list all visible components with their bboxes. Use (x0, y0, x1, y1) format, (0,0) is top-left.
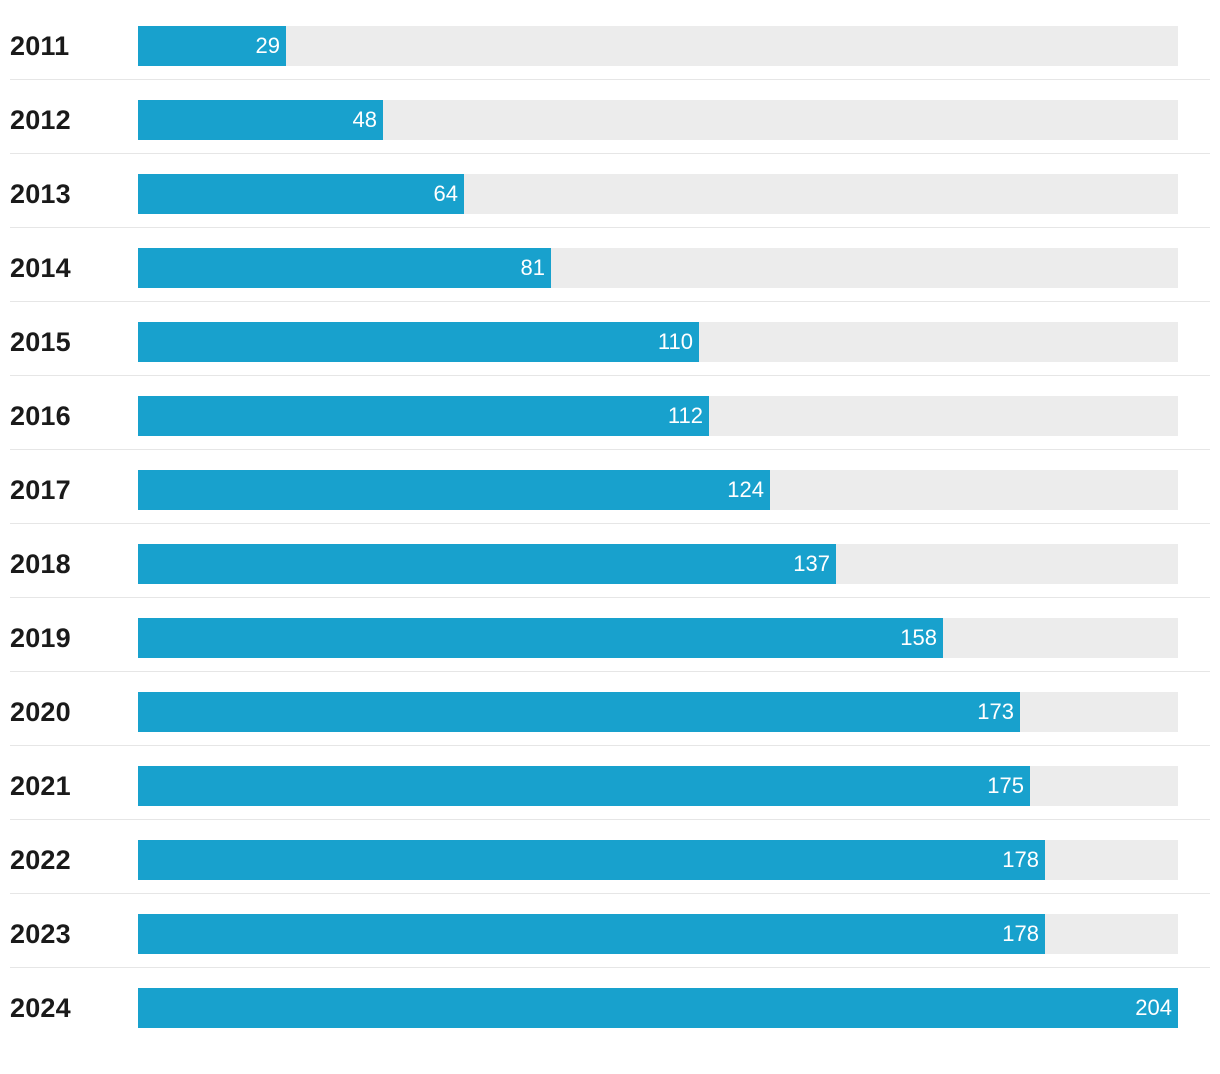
row-divider (10, 671, 1210, 672)
bar: 64 (138, 174, 464, 214)
value-label: 112 (667, 403, 703, 428)
bar: 175 (138, 766, 1030, 806)
value-label: 29 (255, 33, 280, 58)
value-label: 175 (987, 773, 1024, 798)
category-label: 2018 (10, 549, 71, 579)
bar-row: 2013 64 (10, 154, 1210, 228)
value-label: 178 (1002, 847, 1039, 872)
row-divider (10, 819, 1210, 820)
value-label: 48 (352, 107, 377, 132)
bar-row: 2024 204 (10, 968, 1210, 1042)
bar-track: 110 (138, 322, 1178, 362)
category-label: 2020 (10, 697, 71, 727)
bar-track: 137 (138, 544, 1178, 584)
bar-row: 2011 29 (10, 6, 1210, 80)
category-label: 2011 (10, 31, 70, 61)
bar-track: 175 (138, 766, 1178, 806)
bar: 178 (138, 914, 1045, 954)
row-divider (10, 523, 1210, 524)
value-label: 137 (793, 551, 830, 576)
bar: 178 (138, 840, 1045, 880)
row-divider (10, 375, 1210, 376)
bar-track: 178 (138, 840, 1178, 880)
bar: 48 (138, 100, 383, 140)
category-label: 2017 (10, 475, 71, 505)
bar-track: 29 (138, 26, 1178, 66)
bar: 124 (138, 470, 770, 510)
row-divider (10, 967, 1210, 968)
bar-row: 2014 81 (10, 228, 1210, 302)
category-label: 2021 (10, 771, 71, 801)
value-label: 178 (1002, 921, 1039, 946)
bar-track: 158 (138, 618, 1178, 658)
row-divider (10, 301, 1210, 302)
row-divider (10, 745, 1210, 746)
value-label: 110 (657, 329, 693, 354)
bar: 112 (138, 396, 709, 436)
bar-track: 48 (138, 100, 1178, 140)
bar-row: 2018 137 (10, 524, 1210, 598)
bar-track: 178 (138, 914, 1178, 954)
bar: 29 (138, 26, 286, 66)
bar: 173 (138, 692, 1020, 732)
value-label: 158 (900, 625, 937, 650)
category-label: 2022 (10, 845, 71, 875)
bar: 81 (138, 248, 551, 288)
bar-track: 81 (138, 248, 1178, 288)
row-divider (10, 79, 1210, 80)
bar: 158 (138, 618, 943, 658)
bar-track: 124 (138, 470, 1178, 510)
bar: 204 (138, 988, 1178, 1028)
bar-track: 173 (138, 692, 1178, 732)
bar-row: 2017 124 (10, 450, 1210, 524)
row-divider (10, 153, 1210, 154)
bar-row: 2015 110 (10, 302, 1210, 376)
bar: 137 (138, 544, 836, 584)
category-label: 2015 (10, 327, 71, 357)
row-divider (10, 893, 1210, 894)
category-label: 2023 (10, 919, 71, 949)
value-label: 124 (727, 477, 764, 502)
category-label: 2013 (10, 179, 71, 209)
row-divider (10, 227, 1210, 228)
row-divider (10, 597, 1210, 598)
bar-track: 64 (138, 174, 1178, 214)
value-label: 173 (977, 699, 1014, 724)
bar-row: 2022 178 (10, 820, 1210, 894)
category-label: 2019 (10, 623, 71, 653)
value-label: 64 (433, 181, 458, 206)
bar-row: 2019 158 (10, 598, 1210, 672)
bar-row: 2016 112 (10, 376, 1210, 450)
category-label: 2012 (10, 105, 71, 135)
category-label: 2014 (10, 253, 71, 283)
bar-track: 112 (138, 396, 1178, 436)
bar-row: 2020 173 (10, 672, 1210, 746)
bar: 110 (138, 322, 699, 362)
value-label: 81 (520, 255, 545, 280)
bar-row: 2021 175 (10, 746, 1210, 820)
value-label: 204 (1135, 995, 1172, 1020)
bar-row: 2012 48 (10, 80, 1210, 154)
bar-track: 204 (138, 988, 1178, 1028)
row-divider (10, 449, 1210, 450)
category-label: 2016 (10, 401, 71, 431)
bar-row: 2023 178 (10, 894, 1210, 968)
category-label: 2024 (10, 993, 71, 1023)
